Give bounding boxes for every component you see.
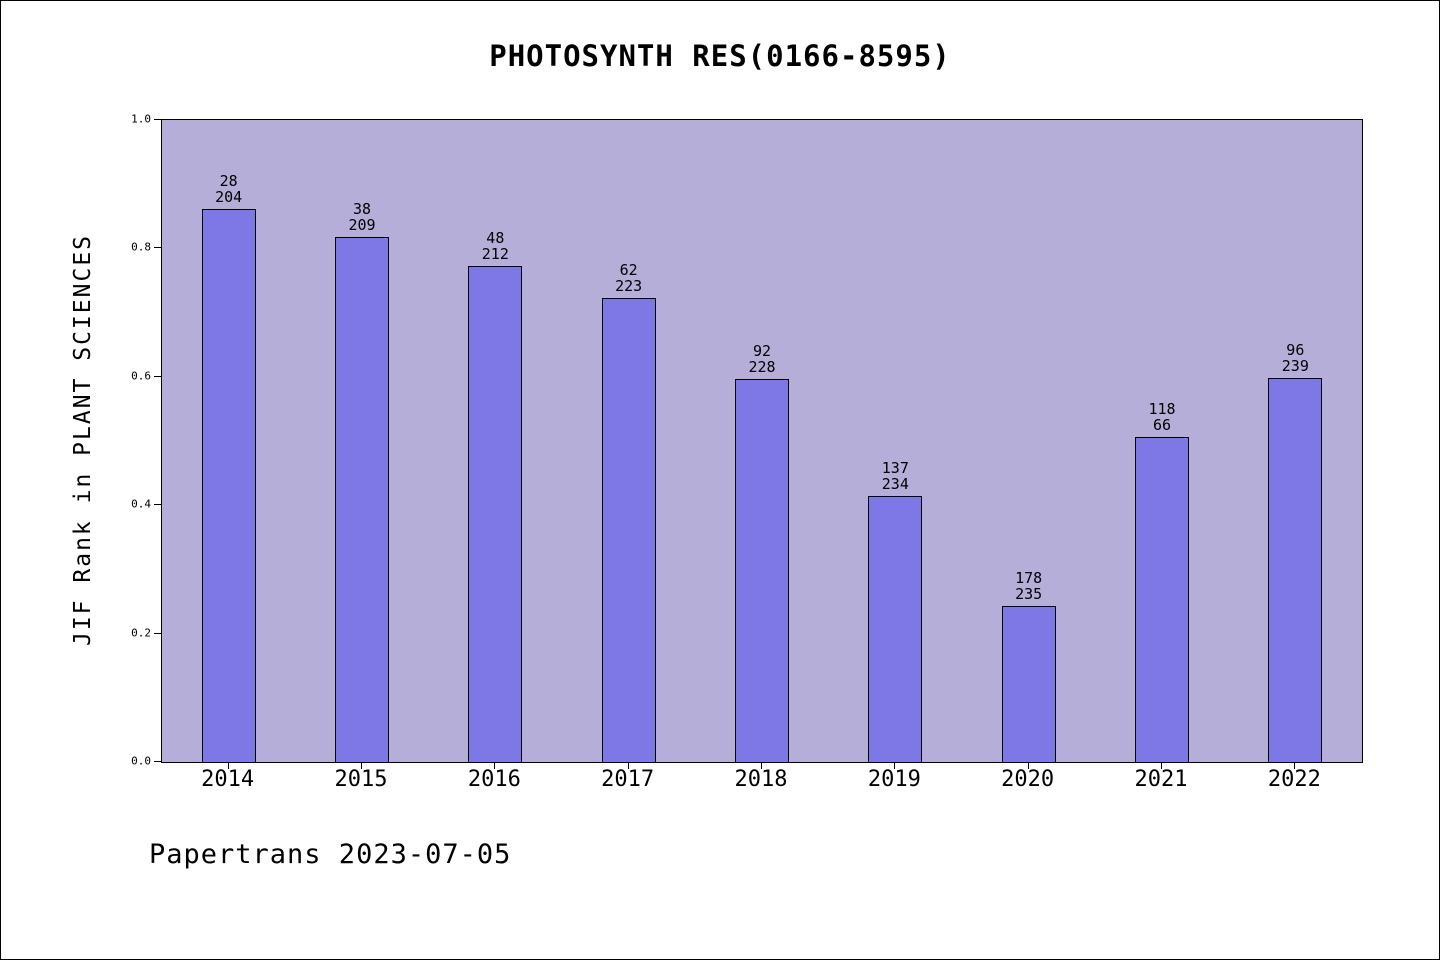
bar-2014 [201, 208, 256, 762]
y-tick-mark [154, 119, 162, 120]
bar-2019 [868, 495, 923, 762]
y-tick-mark [154, 247, 162, 249]
x-tick-mark [1161, 762, 1162, 769]
x-tick-mark [1294, 762, 1296, 769]
x-category-label-2014: 2014 [201, 767, 255, 792]
bar-total-value: 228 [748, 358, 776, 377]
bar-2020 [1001, 606, 1056, 762]
x-tick-mark [227, 762, 229, 769]
bar-rank-value: 92 [752, 342, 772, 361]
bar-2017 [601, 298, 656, 762]
x-tick-mark [627, 762, 629, 769]
bar-value-label: 92 228 [748, 343, 775, 375]
x-category-label-2016: 2016 [467, 767, 521, 792]
x-category-label-2021: 2021 [1134, 767, 1188, 792]
bar-rank-value: 96 [1286, 341, 1305, 360]
y-axis-label: JIF Rank in PLANT SCIENCES [70, 233, 96, 647]
plot-area: 28 204 38 209 48 212 62 223 92 228 137 234 178 235 118… [161, 119, 1363, 763]
bar-total-value: 223 [615, 277, 643, 296]
bar-total-value: 234 [881, 474, 909, 493]
bar-value-label: 48 212 [482, 230, 509, 262]
chart-title: PHOTOSYNTH RES(0166-8595) [489, 39, 951, 73]
y-tick-mark [154, 375, 162, 377]
bar-2018 [735, 379, 789, 762]
bar-value-label: 118 66 [1148, 401, 1175, 433]
x-tick-mark [361, 762, 362, 769]
y-tick-label: 0.6 [131, 369, 151, 383]
bar-rank-value: 38 [352, 199, 372, 218]
bar-value-label: 38 209 [348, 201, 375, 233]
bar-total-value: 66 [1152, 415, 1172, 434]
y-tick-label: 0.2 [131, 626, 151, 640]
bar-value-label: 62 223 [615, 262, 642, 294]
bar-total-value: 239 [1281, 357, 1309, 376]
bar-value-label: 137 234 [882, 460, 909, 492]
bar-total-value: 204 [215, 187, 243, 206]
y-tick-label: 0.0 [131, 754, 151, 768]
x-category-label-2020: 2020 [1001, 767, 1055, 792]
bar-rank-value: 48 [486, 228, 505, 247]
bar-2021 [1135, 436, 1189, 762]
bar-rank-value: 118 [1148, 399, 1176, 418]
y-tick-mark [154, 632, 162, 634]
bar-rank-value: 137 [881, 458, 909, 477]
y-tick-label: 0.4 [131, 497, 151, 511]
bar-rank-value: 178 [1015, 569, 1043, 587]
x-tick-mark [894, 762, 896, 769]
bar-value-label: 96 239 [1282, 342, 1309, 374]
y-tick-label: 1.0 [131, 112, 151, 126]
x-category-label-2019: 2019 [867, 767, 921, 792]
bar-value-label: 178 235 [1015, 570, 1042, 602]
y-tick-mark [154, 761, 162, 762]
bar-2022 [1268, 378, 1323, 762]
y-tick-mark [154, 504, 162, 506]
footer-text: Papertrans 2023-07-05 [149, 839, 512, 870]
y-tick-label: 0.8 [131, 240, 151, 254]
x-category-label-2022: 2022 [1267, 767, 1321, 792]
x-category-label-2018: 2018 [734, 767, 788, 792]
bar-total-value: 212 [481, 244, 509, 263]
bar-total-value: 235 [1015, 585, 1043, 603]
bar-value-label: 28 204 [215, 173, 242, 205]
x-tick-mark [761, 762, 762, 769]
bar-2015 [335, 236, 389, 762]
x-category-label-2017: 2017 [601, 767, 655, 792]
bar-total-value: 209 [348, 215, 376, 234]
bar-rank-value: 28 [219, 171, 238, 190]
x-tick-mark [494, 762, 496, 769]
x-category-label-2015: 2015 [334, 767, 388, 792]
bar-rank-value: 62 [619, 261, 638, 280]
x-tick-mark [1027, 762, 1029, 769]
bar-2016 [468, 265, 523, 762]
